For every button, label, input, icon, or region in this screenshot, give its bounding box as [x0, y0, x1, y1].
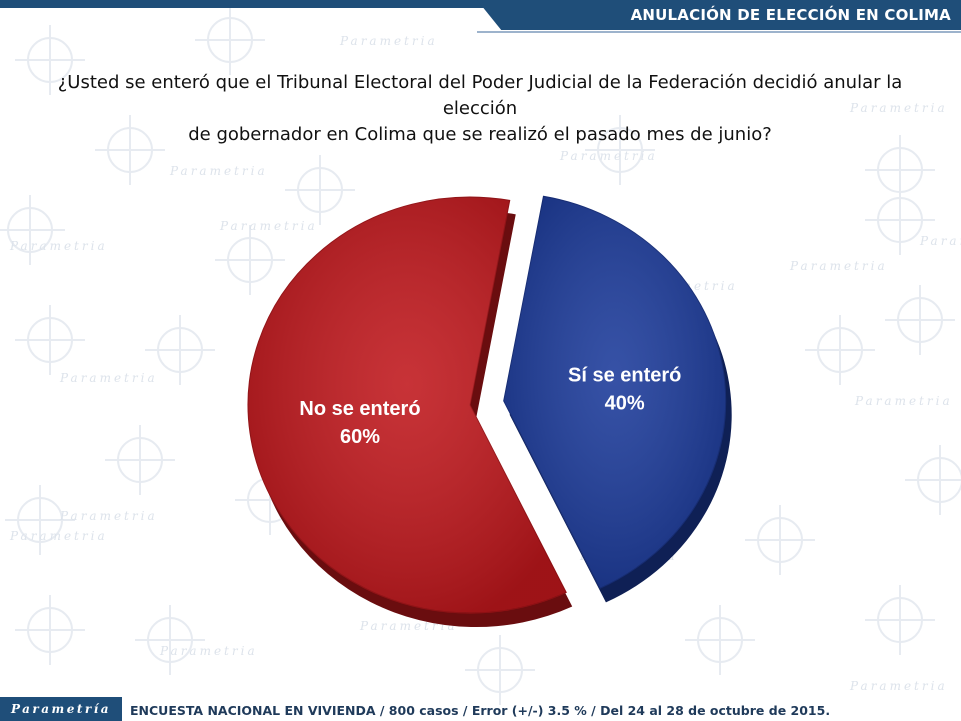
question-line-1: ¿Usted se enteró que el Tribunal Elector… — [57, 72, 903, 119]
pie-slice-1: No se enteró 60% — [247, 196, 573, 627]
pie-slice-2: Sí se enteró 40% — [503, 195, 732, 603]
footer-brand-logo: Parametría — [0, 697, 122, 721]
footer-note: ENCUESTA NACIONAL EN VIVIENDA / 800 caso… — [130, 703, 831, 718]
watermark-text: Parametria — [59, 371, 158, 385]
pie-slice-shading — [248, 197, 567, 613]
watermark-pattern: Parametria Parametria Parametria Parametria… — [0, 5, 961, 705]
slice-value-label: 40% — [605, 393, 645, 415]
watermark-text: Parametria — [159, 644, 258, 658]
header-title: ANULACIÓN DE ELECCIÓN EN COLIMA — [630, 6, 951, 24]
watermark-text: Parametria — [169, 164, 268, 178]
watermark-text: Parametria — [849, 101, 948, 115]
watermark-text: Parametria — [59, 509, 158, 523]
watermark-text: Parametria — [854, 394, 953, 408]
watermark-text: Parametria — [339, 34, 438, 48]
slice-category-label: Sí se enteró — [568, 365, 681, 387]
watermark-text: Parametria — [849, 679, 948, 693]
watermark-text: Parametria — [559, 149, 658, 163]
watermark-text: Parametria — [219, 219, 318, 233]
pie-slice-shading — [503, 196, 726, 589]
survey-question: ¿Usted se enteró que el Tribunal Elector… — [20, 70, 940, 148]
slice-category-label: No se enteró — [299, 398, 420, 420]
header-underline — [477, 31, 961, 33]
watermark-text: Parametria — [919, 234, 961, 248]
watermark-text: Parametria — [9, 239, 108, 253]
question-line-2: de gobernador en Colima que se realizó e… — [188, 124, 772, 145]
header-tab — [477, 0, 961, 30]
watermark-text: Parametria — [9, 529, 108, 543]
slice-value-label: 60% — [340, 426, 380, 448]
watermark-text: Parametria — [789, 259, 888, 273]
